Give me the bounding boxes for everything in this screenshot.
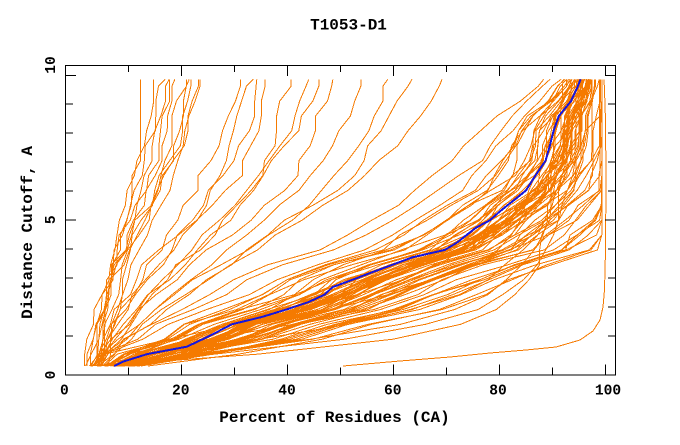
svg-text:T1053-D1: T1053-D1 <box>310 17 387 35</box>
svg-text:80: 80 <box>489 384 507 400</box>
svg-text:0: 0 <box>44 371 60 380</box>
svg-text:Distance Cutoff, A: Distance Cutoff, A <box>19 146 37 319</box>
svg-text:Percent of Residues (CA): Percent of Residues (CA) <box>219 409 449 427</box>
svg-text:40: 40 <box>278 384 296 400</box>
svg-text:5: 5 <box>44 215 60 224</box>
svg-text:60: 60 <box>384 384 402 400</box>
svg-text:20: 20 <box>172 384 190 400</box>
svg-text:0: 0 <box>60 384 69 400</box>
svg-text:10: 10 <box>44 56 60 74</box>
svg-text:100: 100 <box>595 384 621 400</box>
